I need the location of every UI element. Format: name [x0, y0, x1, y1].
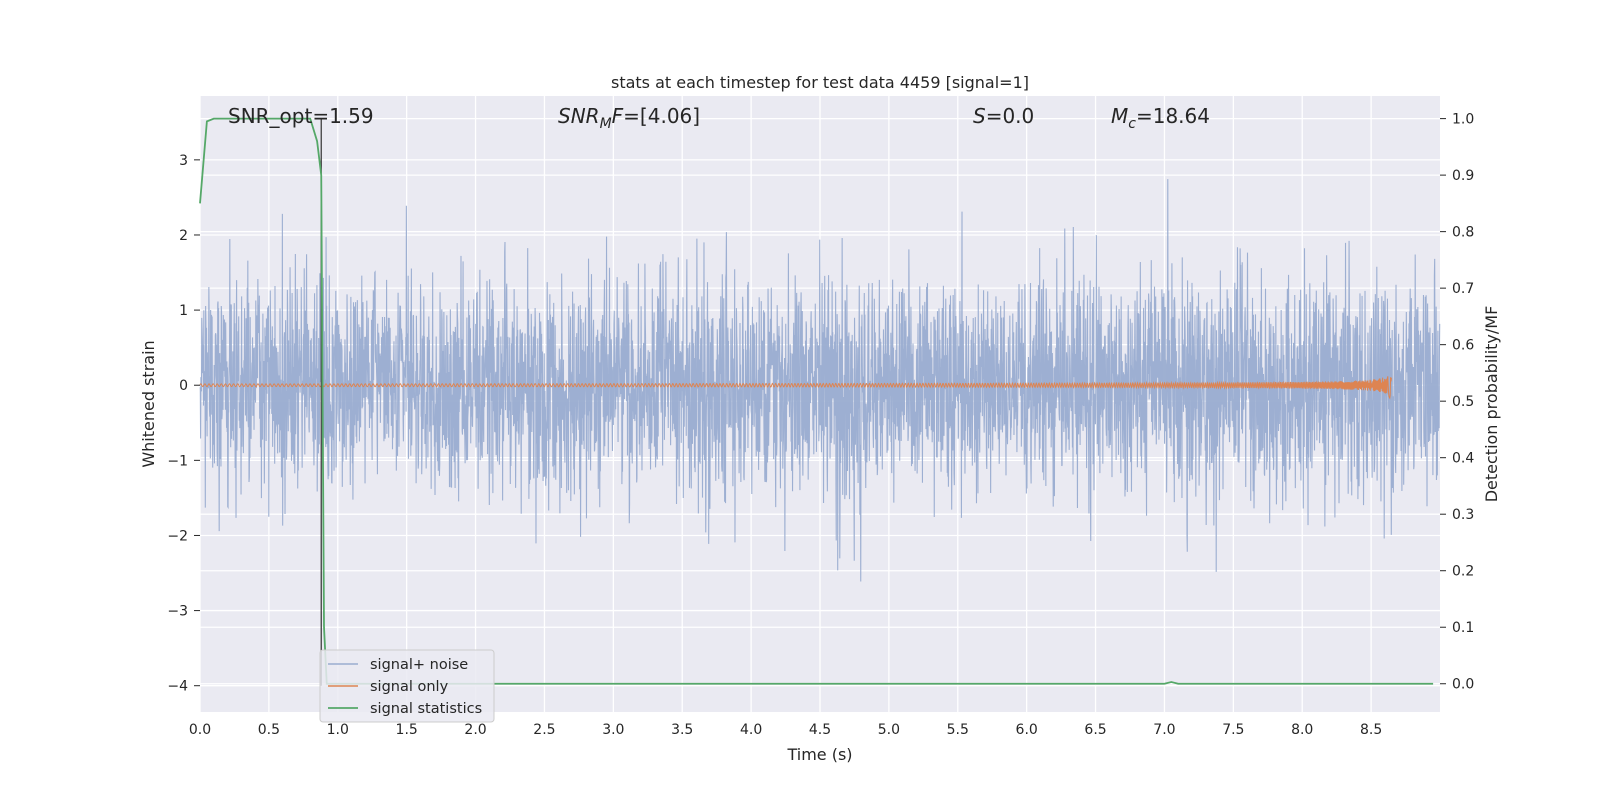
annotations: SNR_opt=1.59 SNRMF=[4.06] S=0.0 Mc=18.64	[228, 104, 1210, 132]
legend-label-1: signal only	[370, 679, 449, 695]
signal-series	[199, 376, 1392, 400]
x-tick-label: 3.5	[671, 722, 693, 738]
y-left-tick-label: 2	[179, 228, 188, 244]
noise-series	[199, 179, 1441, 582]
legend-box	[319, 649, 495, 723]
y-left-tick-label: −4	[167, 679, 188, 695]
x-tick-label: 2.5	[533, 722, 555, 738]
y-left-tick-label: 1	[179, 303, 188, 319]
y-right-tick-label: 0.8	[1452, 225, 1474, 241]
y-left-tick-label: −3	[167, 604, 188, 620]
y-left-tick-label: −2	[167, 528, 188, 544]
annotation-snr-mf: SNRMF=[4.06]	[558, 104, 700, 132]
x-tick-label: 6.0	[1016, 722, 1038, 738]
x-tick-label: 2.0	[464, 722, 486, 738]
y-left-tick-label: −1	[167, 453, 188, 469]
legend: signal+ noise signal only signal statistic…	[319, 649, 495, 723]
x-tick-label: 6.5	[1084, 722, 1106, 738]
y-right-tick-label: 0.7	[1452, 281, 1474, 297]
x-tick-label: 8.0	[1291, 722, 1313, 738]
x-tick-label: 0.0	[189, 722, 211, 738]
x-tick-label: 5.5	[947, 722, 969, 738]
y-axis-left-label: Whitened strain	[139, 340, 158, 467]
y-right-tick-label: 0.6	[1452, 338, 1474, 354]
tick-labels: 0.0 0.5 1.0 1.5 2.0 2.5 3.0 3.5 4.0 4.5 5.0 5.5 6.0 6…	[167, 112, 1474, 738]
x-tick-label: 8.5	[1360, 722, 1382, 738]
annotation-mc: Mc=18.64	[1111, 104, 1210, 132]
legend-label-2: signal statistics	[370, 701, 482, 717]
x-tick-label: 5.0	[878, 722, 900, 738]
y-right-tick-label: 1.0	[1452, 112, 1474, 128]
y-right-tick-label: 0.2	[1452, 564, 1474, 580]
y-right-tick-label: 0.1	[1452, 620, 1474, 636]
chart-title: stats at each timestep for test data 445…	[611, 73, 1029, 92]
y-right-tick-label: 0.4	[1452, 451, 1474, 467]
y-axis-right-label: Detection probability/MF	[1482, 306, 1501, 503]
signal-line	[199, 376, 1392, 400]
noise-line	[199, 179, 1441, 582]
y-left-tick-label: 3	[179, 153, 188, 169]
y-right-tick-label: 0.0	[1452, 677, 1474, 693]
y-right-tick-label: 0.5	[1452, 394, 1474, 410]
y-right-tick-label: 0.9	[1452, 168, 1474, 184]
x-tick-label: 4.5	[809, 722, 831, 738]
legend-label-0: signal+ noise	[370, 657, 468, 673]
y-right-tick-label: 0.3	[1452, 507, 1474, 523]
x-axis-label: Time (s)	[786, 745, 852, 764]
y-left-tick-label: 0	[179, 378, 188, 394]
x-tick-label: 1.5	[396, 722, 418, 738]
x-tick-label: 0.5	[258, 722, 280, 738]
x-tick-label: 7.5	[1222, 722, 1244, 738]
annotation-s: S=0.0	[973, 104, 1034, 128]
x-tick-label: 1.0	[327, 722, 349, 738]
x-tick-label: 3.0	[602, 722, 624, 738]
annotation-snr-opt: SNR_opt=1.59	[228, 104, 374, 128]
x-tick-label: 7.0	[1153, 722, 1175, 738]
x-tick-label: 4.0	[740, 722, 762, 738]
